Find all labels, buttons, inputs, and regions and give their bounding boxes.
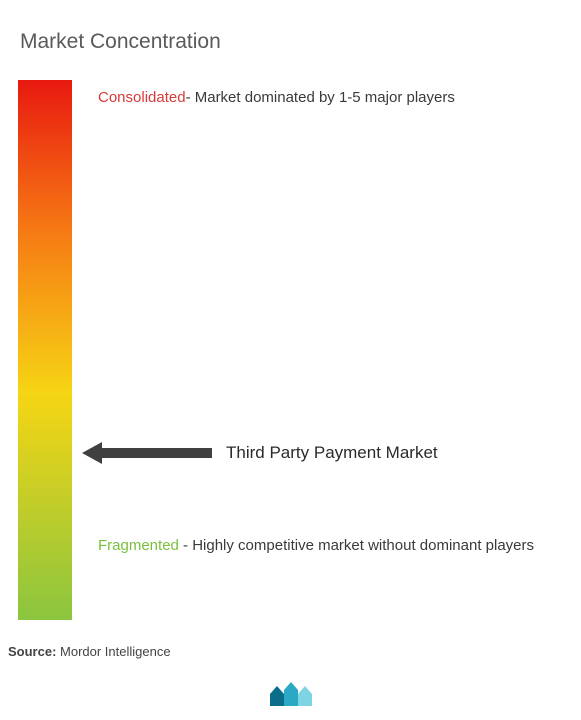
fragmented-label: Fragmented - Highly competitive market w… <box>98 534 578 558</box>
market-marker-label: Third Party Payment Market <box>226 443 438 463</box>
mordor-logo-icon <box>268 678 314 708</box>
source-line: Source: Mordor Intelligence <box>8 644 171 659</box>
consolidated-desc: - Market dominated by 1-5 major players <box>186 89 455 106</box>
concentration-gradient-bar <box>18 80 72 620</box>
chart-title: Market Concentration <box>20 30 221 54</box>
fragmented-desc: - Highly competitive market without domi… <box>179 537 534 554</box>
arrow-left-icon <box>82 440 212 466</box>
fragmented-keyword: Fragmented <box>98 537 179 554</box>
consolidated-keyword: Consolidated <box>98 89 186 106</box>
source-value: Mordor Intelligence <box>56 644 170 659</box>
market-marker: Third Party Payment Market <box>82 440 438 466</box>
source-label: Source: <box>8 644 56 659</box>
consolidated-label: Consolidated- Market dominated by 1-5 ma… <box>98 86 558 110</box>
